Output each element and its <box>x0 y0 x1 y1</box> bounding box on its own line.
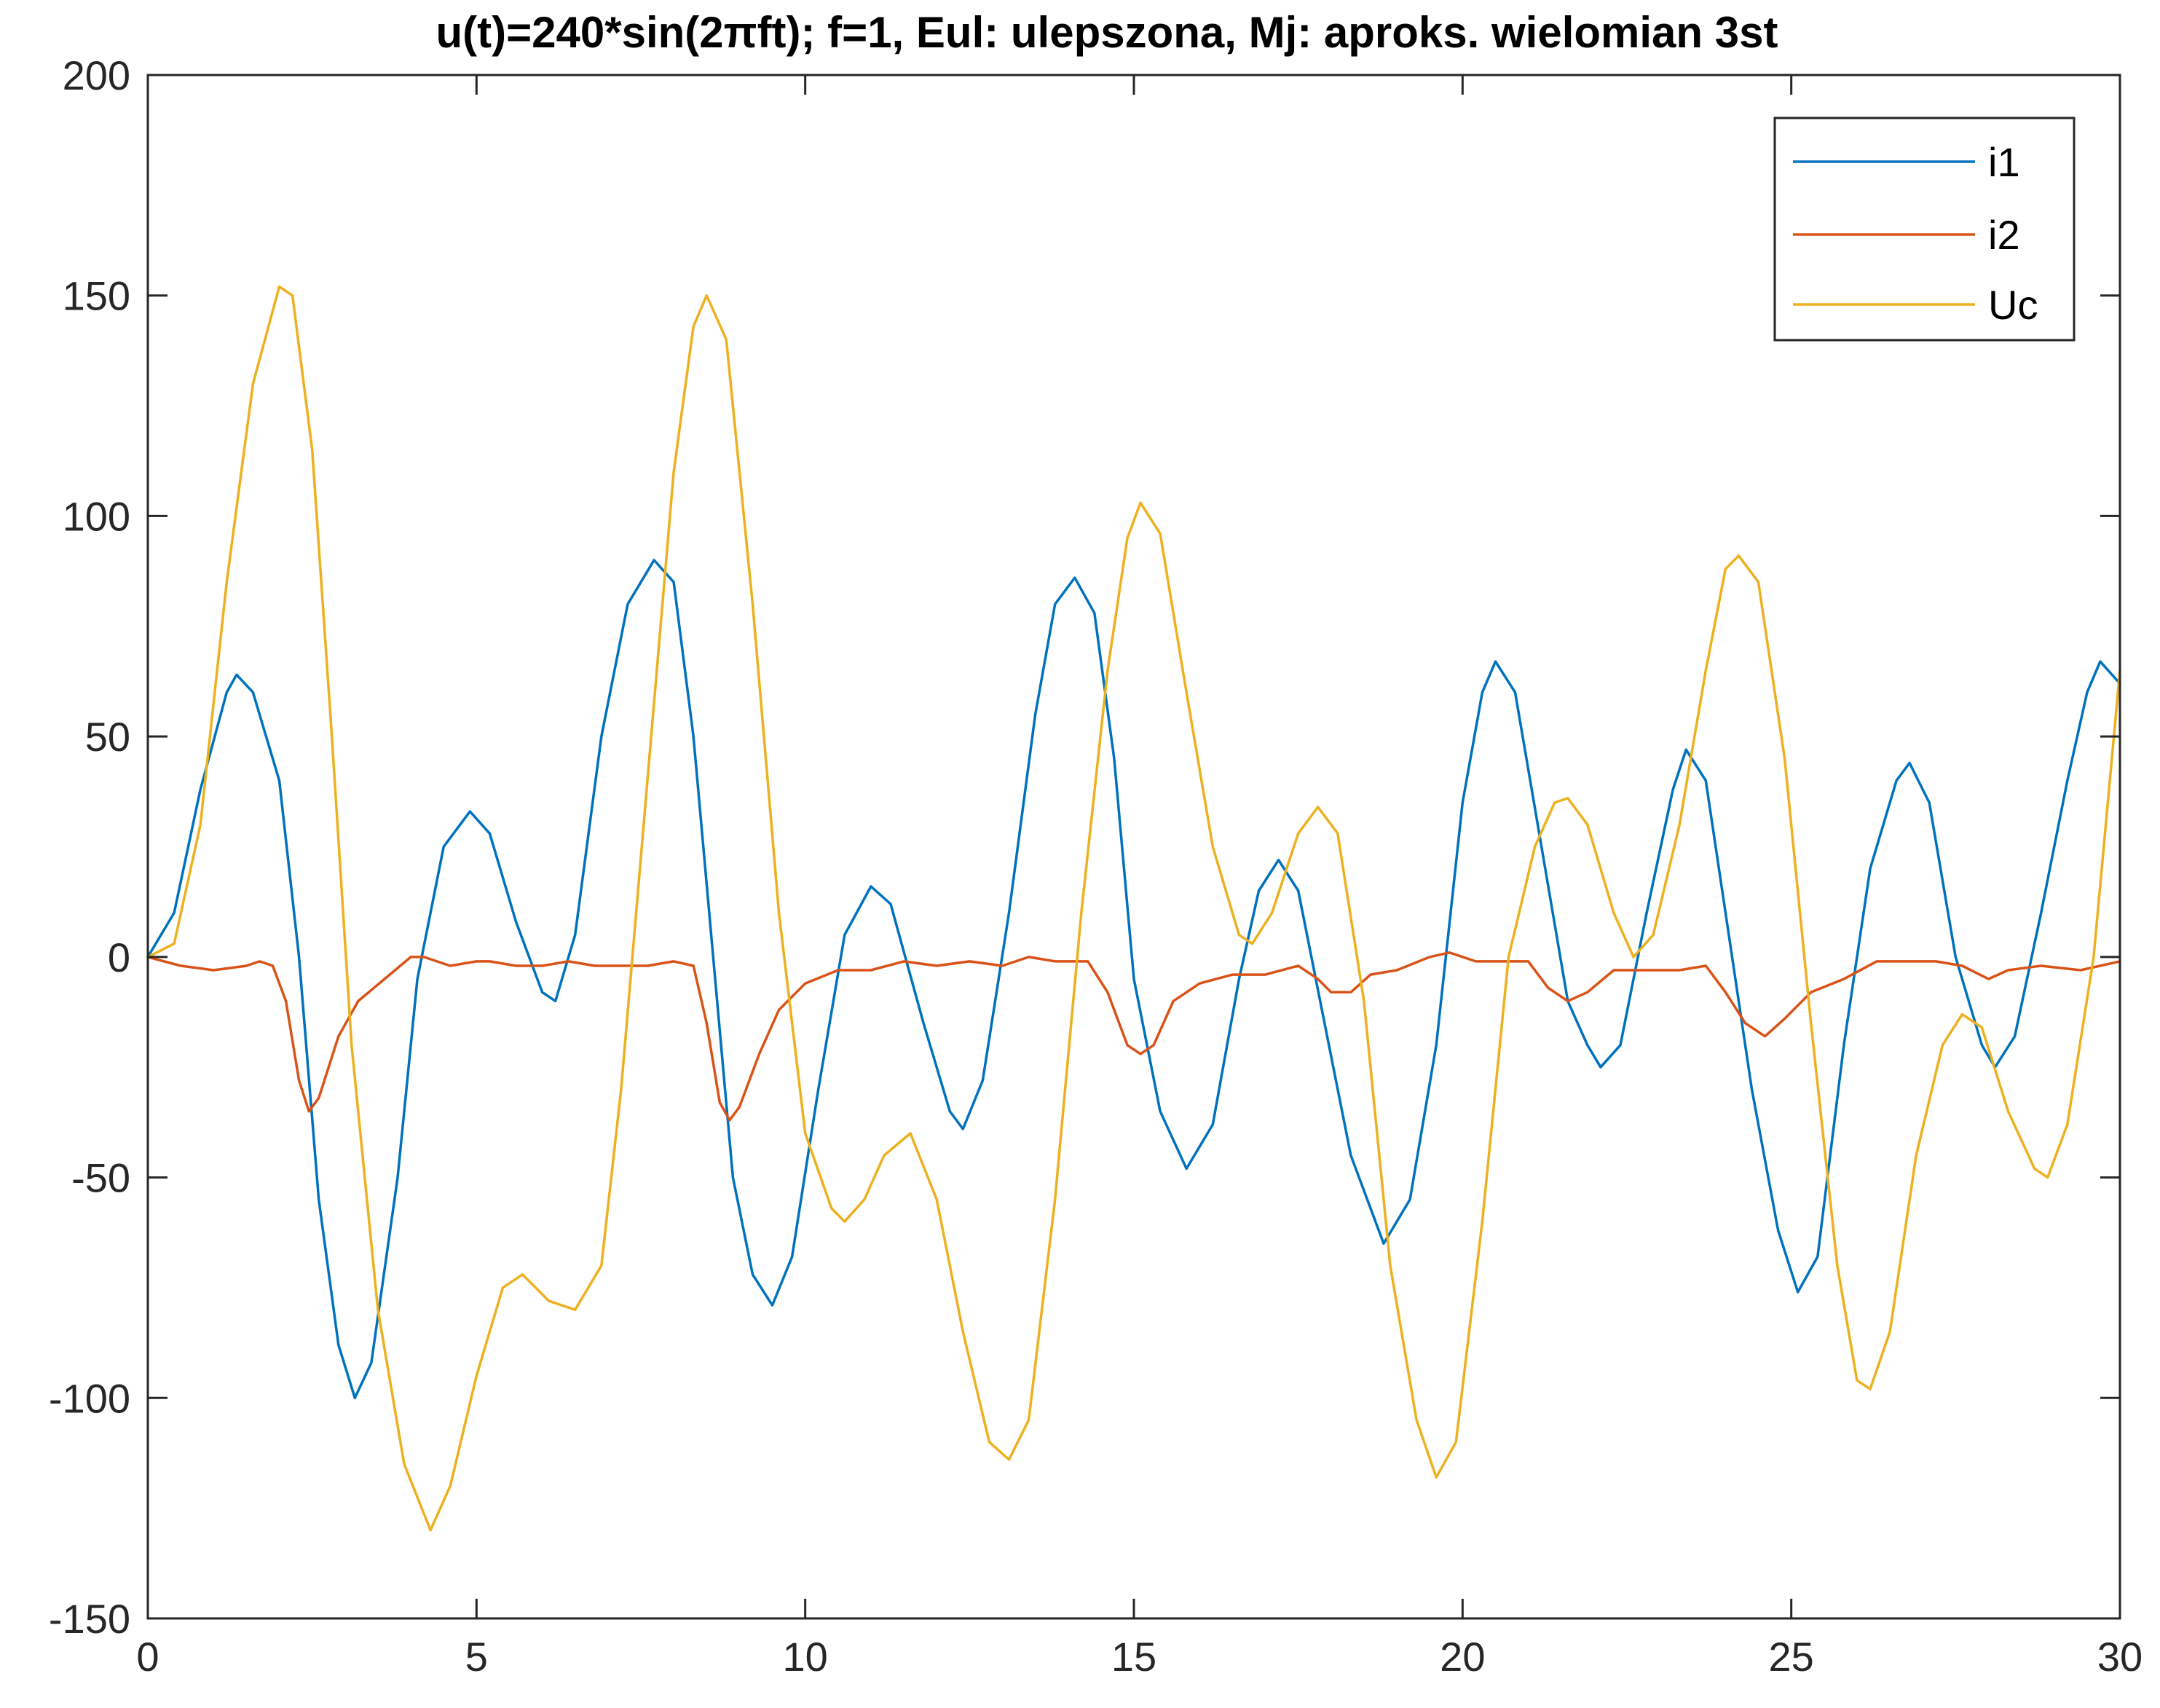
x-tick-label-1: 5 <box>465 1634 488 1680</box>
legend-box <box>1773 117 2076 342</box>
legend[interactable]: i1 i2 Uc <box>1773 117 2076 342</box>
series-line-i1 <box>146 559 2121 1400</box>
x-tick-label-2: 10 <box>783 1634 828 1680</box>
tick-layer: 0 5 10 15 20 25 30 -150 -100 -50 0 50 100 150 200 <box>49 52 2143 1680</box>
series-layer <box>146 285 2121 1532</box>
legend-label-Uc: Uc <box>1988 282 2038 328</box>
y-tick-label-5: 100 <box>63 493 130 539</box>
x-tick-label-3: 15 <box>1111 1634 1156 1680</box>
series-line-Uc <box>146 285 2121 1532</box>
x-tick-label-5: 25 <box>1769 1634 1814 1680</box>
chart-title: u(t)=240*sin(2πft); f=1, Eul: ulepszona,… <box>436 8 1778 57</box>
x-tick-label-4: 20 <box>1440 1634 1485 1680</box>
legend-label-i1: i1 <box>1988 139 2020 185</box>
y-tick-label-6: 150 <box>63 273 130 319</box>
legend-label-i2: i2 <box>1988 212 2020 258</box>
series-line-i2 <box>146 951 2121 1122</box>
y-tick-label-0: -150 <box>49 1596 130 1642</box>
y-tick-label-2: -50 <box>71 1155 130 1201</box>
x-tick-label-0: 0 <box>136 1634 159 1680</box>
x-tick-label-6: 30 <box>2097 1634 2143 1680</box>
legend-items: i1 i2 Uc <box>1793 139 2038 328</box>
y-tick-label-1: -100 <box>49 1375 130 1421</box>
y-tick-label-7: 200 <box>63 52 130 98</box>
y-tick-label-4: 50 <box>85 714 130 760</box>
y-tick-label-3: 0 <box>108 934 130 980</box>
